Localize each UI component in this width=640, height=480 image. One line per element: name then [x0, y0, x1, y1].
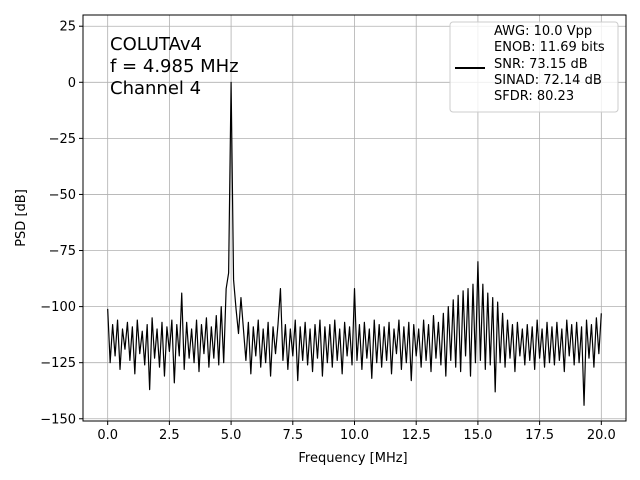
x-tick-label: 5.0	[221, 428, 242, 443]
x-tick-label: 20.0	[587, 428, 616, 443]
plot	[107, 81, 602, 406]
x-tick-label: 12.5	[402, 428, 431, 443]
legend-box	[449, 21, 619, 113]
annotation: f = 4.985 MHz	[110, 56, 239, 77]
x-tick-label: 7.5	[282, 428, 303, 443]
annotation: COLUTAv4	[110, 34, 202, 55]
y-tick-label: 0	[68, 76, 76, 91]
y-tick-label: −150	[40, 412, 76, 427]
y-tick-label: −125	[40, 356, 76, 371]
series-line	[107, 81, 602, 406]
x-tick-label: 17.5	[525, 428, 554, 443]
y-tick-label: −25	[49, 132, 76, 147]
x-tick-label: 2.5	[159, 428, 180, 443]
x-tick-label: 0.0	[97, 428, 118, 443]
legend-label: AWG: 10.0 Vpp ENOB: 11.69 bits SNR: 73.1…	[494, 24, 605, 105]
annotation: Channel 4	[110, 78, 201, 99]
x-axis-label: Frequency [MHz]	[298, 451, 407, 466]
x-tick-label: 15.0	[463, 428, 492, 443]
y-tick-label: 25	[59, 20, 76, 35]
y-tick-label: −75	[49, 244, 76, 259]
y-tick-label: −50	[49, 188, 76, 203]
y-axis-label: PSD [dB]	[14, 189, 29, 247]
y-tick-label: −100	[40, 300, 76, 315]
x-tick-label: 10.0	[340, 428, 369, 443]
